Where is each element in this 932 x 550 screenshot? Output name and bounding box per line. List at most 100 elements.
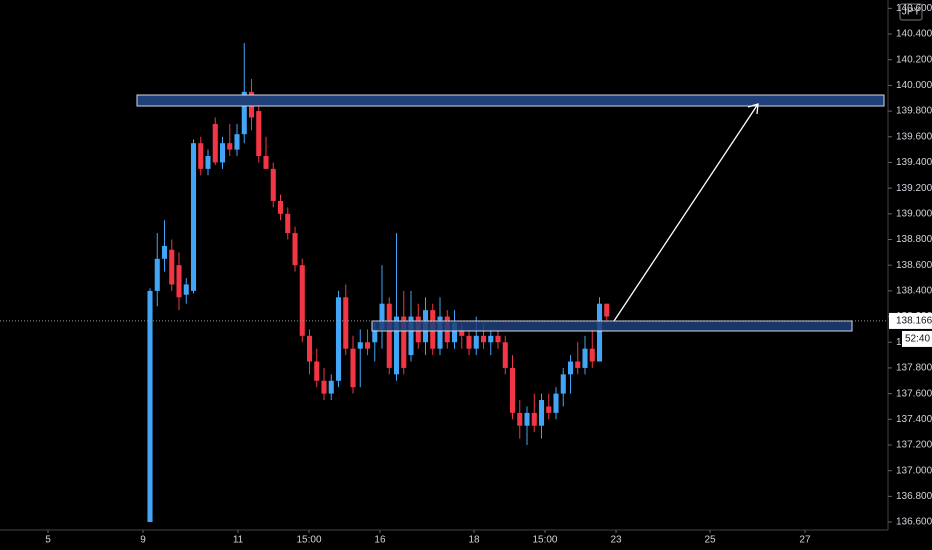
candle-body: [524, 412, 530, 426]
candle-body: [161, 245, 168, 259]
candle-body: [212, 123, 218, 163]
currency-label[interactable]: JPY: [902, 7, 921, 18]
x-tick-label: 9: [140, 535, 146, 546]
candle-body: [582, 348, 588, 368]
candle-body: [502, 342, 508, 368]
last-price-label: 138.166: [896, 316, 932, 327]
x-tick-label: 25: [704, 535, 716, 546]
y-tick-label: 140.400: [896, 29, 932, 40]
y-tick-label: 139.800: [896, 106, 932, 117]
x-tick-label: 11: [233, 535, 244, 546]
candle-body: [335, 297, 342, 381]
x-tick-label: 16: [374, 535, 386, 546]
candle-body: [386, 303, 392, 368]
candle-body: [350, 348, 356, 388]
y-tick-label: 136.600: [896, 517, 932, 528]
x-tick-label: 18: [468, 535, 480, 546]
candle-body: [277, 200, 284, 214]
candle-body: [241, 91, 247, 135]
candle-body: [219, 143, 226, 163]
countdown-label: 52:40: [905, 334, 930, 345]
y-tick-label: 136.800: [896, 491, 932, 502]
x-tick-label: 27: [799, 535, 811, 546]
candle-body: [495, 335, 501, 343]
candle-body: [466, 335, 472, 349]
x-tick-label: 5: [45, 535, 51, 546]
candle-body: [538, 400, 545, 426]
candle-body: [372, 329, 378, 343]
plot-area: [136, 43, 885, 523]
candle-body: [321, 380, 327, 394]
candle-body: [314, 361, 320, 381]
candle-body: [567, 361, 574, 375]
candle-body: [292, 233, 298, 266]
candle-body: [604, 303, 610, 317]
candle-body: [408, 316, 414, 356]
arrow-head: [747, 103, 759, 115]
last-price-box: [889, 312, 932, 329]
y-tick-label: 138.600: [896, 260, 932, 271]
candle-body: [190, 143, 197, 291]
y-tick-label: 139.400: [896, 157, 932, 168]
currency-box[interactable]: [899, 3, 923, 21]
candle-body: [553, 393, 559, 413]
candle-body: [546, 406, 552, 413]
candle-body: [299, 265, 305, 336]
candle-body: [154, 258, 160, 291]
candle-body: [560, 374, 566, 394]
candle-body: [459, 329, 465, 336]
countdown-box: [902, 330, 932, 347]
candle-body: [517, 412, 523, 426]
candle-body: [183, 284, 189, 295]
candle-body: [596, 303, 603, 362]
y-tick-label: 137.400: [896, 414, 932, 425]
candle-body: [575, 361, 581, 368]
candle-body: [437, 316, 443, 349]
candle-body: [589, 348, 595, 362]
y-tick-label: 137.800: [896, 363, 932, 374]
x-tick-label: 23: [610, 535, 622, 546]
candle-body: [401, 316, 407, 368]
candle-body: [198, 143, 204, 169]
y-tick-label: 140.200: [896, 54, 932, 65]
candle-body: [227, 143, 233, 150]
candle-body: [343, 297, 349, 349]
projection-arrow: [613, 103, 759, 322]
candle-body: [234, 134, 240, 150]
candle-body: [393, 316, 400, 375]
candle-body: [531, 412, 537, 426]
y-tick-label: 137.000: [896, 465, 932, 476]
y-tick-label: 140.600: [896, 3, 932, 14]
candle-body: [488, 335, 494, 343]
candle-body: [328, 380, 334, 394]
candle-body: [364, 342, 371, 349]
y-tick-label: 137.200: [896, 440, 932, 451]
candle-body: [256, 111, 262, 157]
candle-body: [263, 156, 269, 169]
candle-body: [379, 303, 385, 330]
y-tick-label: 138.800: [896, 234, 932, 245]
y-tick-label: 139.600: [896, 131, 932, 142]
candle-body: [357, 342, 363, 349]
resistance-zone: [136, 94, 885, 107]
candle-body: [270, 168, 276, 201]
y-tick-label: 139.200: [896, 183, 932, 194]
candle-body: [176, 265, 182, 298]
candle-body: [306, 335, 313, 362]
y-tick-label: 138.400: [896, 286, 932, 297]
candle-body: [285, 213, 291, 234]
candle-body: [451, 322, 458, 343]
candle-body: [147, 290, 153, 523]
y-tick-label: 140.000: [896, 80, 932, 91]
support-zone: [371, 320, 853, 332]
x-tick-label: 15:00: [296, 535, 321, 546]
candle-body: [205, 156, 211, 169]
y-tick-label: 139.000: [896, 208, 932, 219]
x-tick-label: 15:00: [532, 535, 557, 546]
candle-body: [169, 249, 175, 285]
candle-body: [480, 335, 487, 343]
candle-body: [509, 367, 516, 413]
candle-body: [473, 335, 479, 349]
y-tick-label: 137.600: [896, 388, 932, 399]
